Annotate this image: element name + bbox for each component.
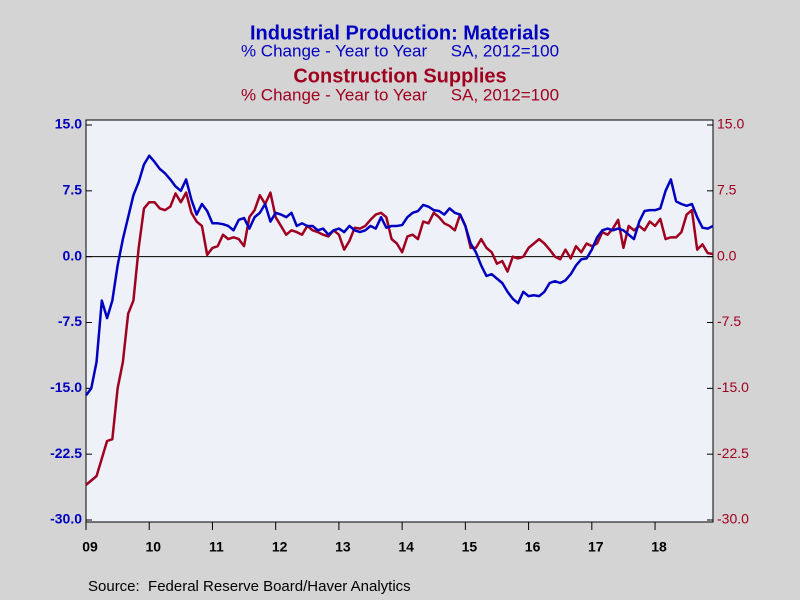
y2-tick-label: -15.0 <box>717 379 749 395</box>
y-tick-label: 15.0 <box>55 116 82 132</box>
x-tick-label: 15 <box>462 539 478 555</box>
x-tick-label: 13 <box>335 539 351 555</box>
x-tick-label: 11 <box>209 539 224 555</box>
y2-tick-label: -30.0 <box>717 511 749 527</box>
y-tick-label: -15.0 <box>50 379 82 395</box>
series-title: Industrial Production: Materials <box>250 22 550 44</box>
y-tick-label: 7.5 <box>63 182 83 198</box>
y-tick-label: 0.0 <box>63 247 83 263</box>
y2-tick-label: 7.5 <box>717 182 737 198</box>
source: Source: Federal Reserve Board/Haver Anal… <box>88 578 411 595</box>
y-tick-label: -22.5 <box>50 445 82 461</box>
series-subtitle: % Change - Year to Year SA, 2012=100 <box>241 85 559 104</box>
x-tick-label: 18 <box>651 539 667 555</box>
x-tick-label: 09 <box>82 539 98 555</box>
y2-tick-label: -22.5 <box>717 445 749 461</box>
y2-tick-label: -7.5 <box>717 313 741 329</box>
series-subtitle: % Change - Year to Year SA, 2012=100 <box>241 41 559 60</box>
x-tick-label: 12 <box>272 539 288 555</box>
x-tick-label: 17 <box>588 539 604 555</box>
series-line <box>84 154 714 397</box>
plot-area <box>85 119 714 523</box>
y-tick-label: -7.5 <box>58 313 82 329</box>
series-line <box>85 191 714 486</box>
y2-tick-label: 0.0 <box>717 247 737 263</box>
x-tick-label: 16 <box>525 539 541 555</box>
x-tick-label: 14 <box>398 539 414 555</box>
y-tick-label: -30.0 <box>50 511 82 527</box>
series-title: Construction Supplies <box>293 65 506 87</box>
y2-tick-label: 15.0 <box>717 116 744 132</box>
x-tick-label: 10 <box>145 539 161 555</box>
